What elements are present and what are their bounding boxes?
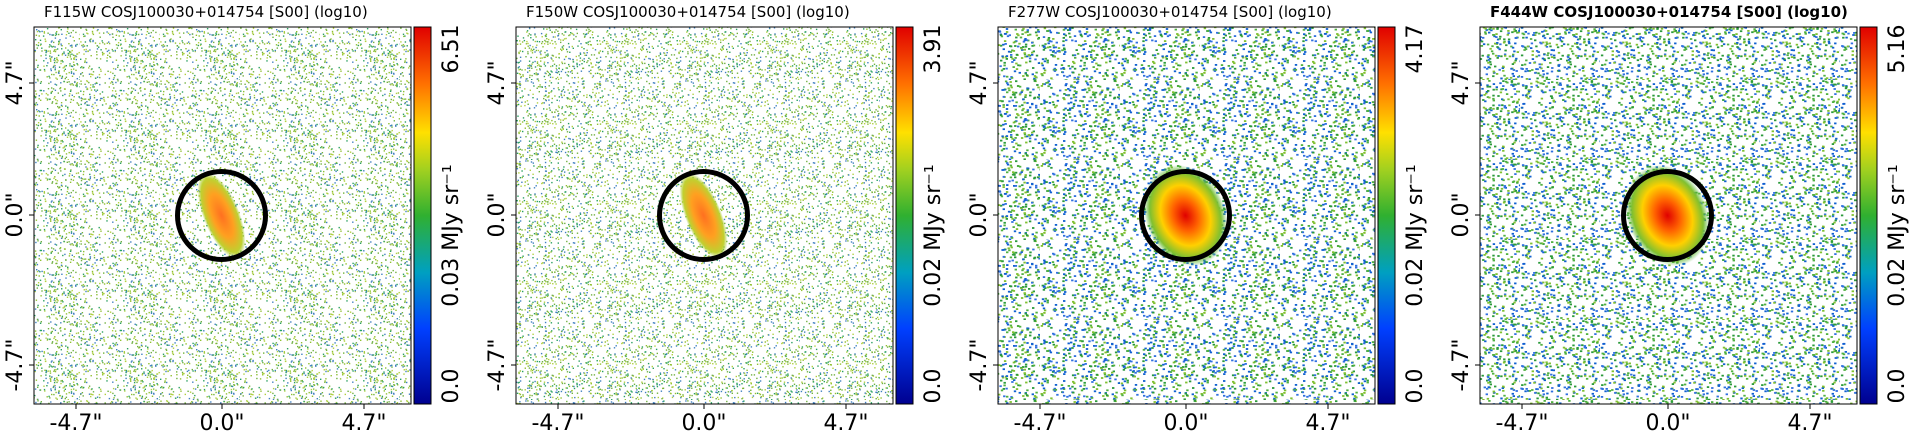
colorbar-min: 0.0 — [1403, 369, 1428, 404]
panel-title: F444W COSJ100030+014754 [S00] (log10) — [1490, 3, 1848, 21]
panel: F150W COSJ100030+014754 [S00] (log10) -4.… — [485, 3, 946, 436]
colorbar — [1377, 26, 1396, 405]
x-tick-label: 0.0" — [681, 411, 726, 436]
panel-title: F277W COSJ100030+014754 [S00] (log10) — [1008, 3, 1332, 21]
y-tick-label: -4.7" — [3, 338, 28, 391]
panel: F115W COSJ100030+014754 [S00] (log10) -4.… — [3, 3, 464, 436]
panel-title: F115W COSJ100030+014754 [S00] (log10) — [44, 3, 368, 21]
x-tick-label: 0.0" — [1163, 411, 1208, 436]
galaxy — [1143, 165, 1228, 266]
x-tick-label: 4.7" — [823, 411, 868, 436]
x-tick-label: 0.0" — [1645, 411, 1690, 436]
panel-title: F150W COSJ100030+014754 [S00] (log10) — [526, 3, 850, 21]
colorbar — [413, 26, 432, 405]
colorbar-max: 3.91 — [921, 25, 946, 74]
x-tick-label: 4.7" — [1787, 411, 1832, 436]
y-tick-label: -4.7" — [485, 338, 510, 391]
galaxy — [1625, 165, 1710, 266]
colorbar — [1859, 26, 1878, 405]
x-tick-label: -4.7" — [1495, 411, 1548, 436]
y-tick-label: -4.7" — [1449, 338, 1474, 391]
colorbar-max: 4.17 — [1403, 25, 1428, 74]
colorbar — [895, 26, 914, 405]
aperture — [1139, 169, 1232, 262]
y-tick-label: 4.7" — [3, 60, 28, 105]
colorbar-max: 5.16 — [1885, 25, 1910, 74]
colorbar-label: 0.02 MJy sr⁻¹ — [1885, 164, 1910, 306]
x-tick-label: 4.7" — [341, 411, 386, 436]
galaxy — [679, 172, 728, 259]
x-tick-label: -4.7" — [1013, 411, 1066, 436]
x-tick-label: 0.0" — [199, 411, 244, 436]
colorbar-label: 0.02 MJy sr⁻¹ — [921, 164, 946, 306]
y-tick-label: 0.0" — [3, 192, 28, 237]
aperture — [657, 169, 750, 262]
x-tick-label: 4.7" — [1305, 411, 1350, 436]
colorbar-max: 6.51 — [439, 25, 464, 74]
colorbar-label: 0.03 MJy sr⁻¹ — [439, 164, 464, 306]
y-tick-label: 4.7" — [967, 60, 992, 105]
x-tick-label: -4.7" — [49, 411, 102, 436]
colorbar-min: 0.0 — [439, 369, 464, 404]
colorbar-min: 0.0 — [1885, 369, 1910, 404]
y-tick-label: 0.0" — [967, 192, 992, 237]
y-tick-label: -4.7" — [967, 338, 992, 391]
y-tick-label: 4.7" — [485, 60, 510, 105]
panel: F444W COSJ100030+014754 [S00] (log10) -4.… — [1449, 3, 1910, 436]
colorbar-label: 0.02 MJy sr⁻¹ — [1403, 164, 1428, 306]
panel: F277W COSJ100030+014754 [S00] (log10) -4.… — [967, 3, 1428, 436]
y-tick-label: 0.0" — [485, 192, 510, 237]
y-tick-label: 4.7" — [1449, 60, 1474, 105]
colorbar-min: 0.0 — [921, 369, 946, 404]
galaxy — [197, 172, 246, 259]
aperture — [175, 169, 268, 262]
x-tick-label: -4.7" — [531, 411, 584, 436]
aperture — [1621, 169, 1714, 262]
y-tick-label: 0.0" — [1449, 192, 1474, 237]
